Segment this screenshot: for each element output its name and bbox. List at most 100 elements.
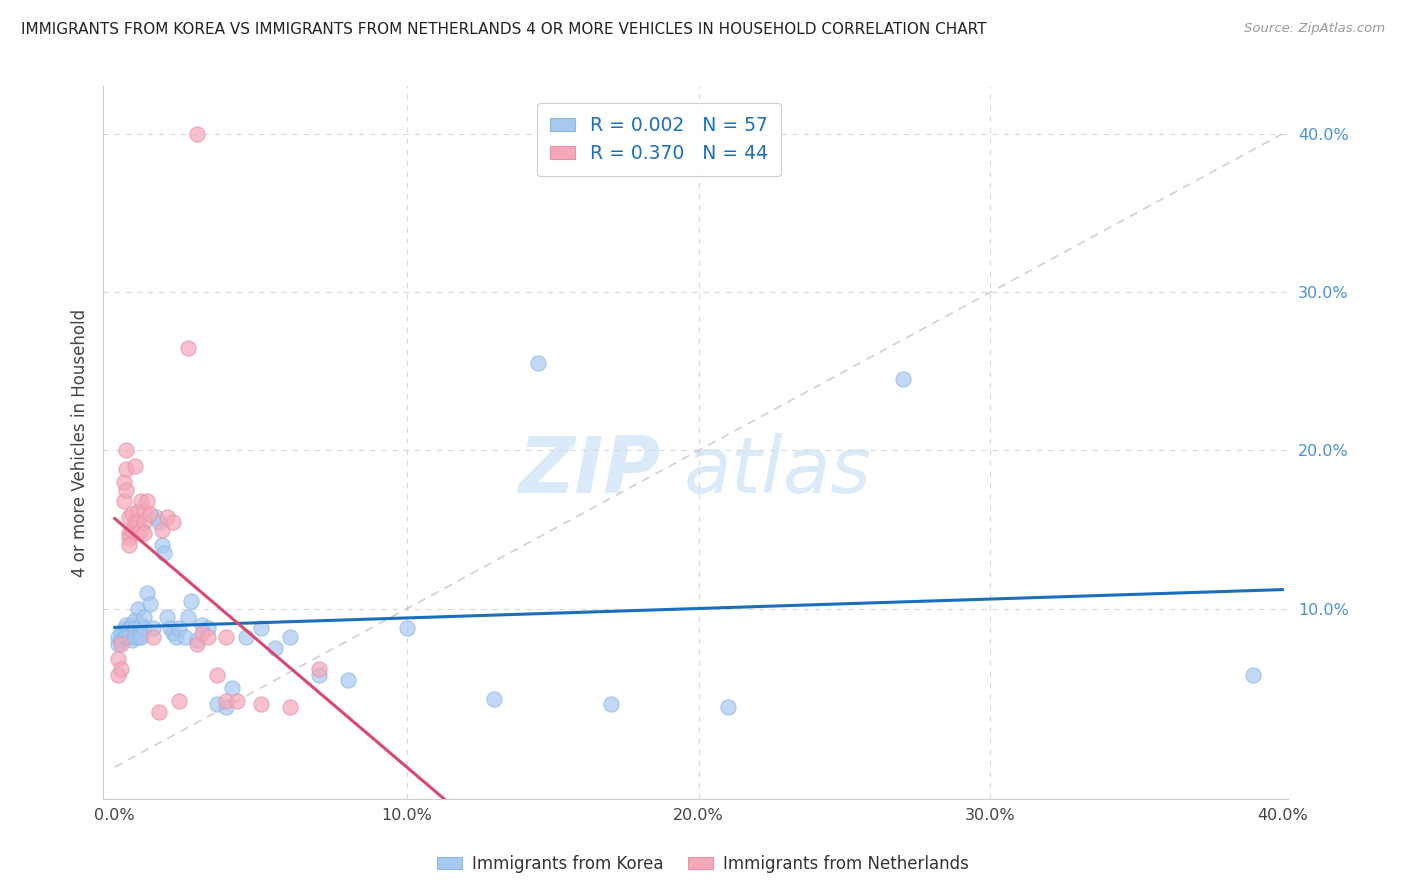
Point bbox=[110, 625, 132, 640]
Point bbox=[337, 673, 360, 687]
Point bbox=[156, 609, 179, 624]
Point bbox=[142, 630, 165, 644]
Point bbox=[112, 494, 135, 508]
Point bbox=[127, 515, 149, 529]
Point bbox=[124, 630, 146, 644]
Point bbox=[600, 697, 623, 711]
Point bbox=[121, 617, 143, 632]
Point bbox=[278, 630, 301, 644]
Point bbox=[135, 586, 157, 600]
Y-axis label: 4 or more Vehicles in Household: 4 or more Vehicles in Household bbox=[72, 309, 89, 576]
Text: Source: ZipAtlas.com: Source: ZipAtlas.com bbox=[1244, 22, 1385, 36]
Point bbox=[107, 630, 129, 644]
Point bbox=[129, 494, 152, 508]
Point bbox=[110, 637, 132, 651]
Point bbox=[191, 617, 214, 632]
Point bbox=[118, 525, 141, 540]
Point bbox=[142, 621, 165, 635]
Point bbox=[132, 621, 155, 635]
Point bbox=[118, 621, 141, 635]
Point bbox=[215, 693, 238, 707]
Point bbox=[150, 523, 173, 537]
Point bbox=[139, 507, 162, 521]
Point bbox=[278, 700, 301, 714]
Point bbox=[226, 693, 249, 707]
Point bbox=[118, 630, 141, 644]
Point bbox=[173, 630, 195, 644]
Point bbox=[167, 621, 190, 635]
Point bbox=[132, 525, 155, 540]
Point bbox=[118, 531, 141, 545]
Point bbox=[177, 341, 200, 355]
Text: ZIP: ZIP bbox=[517, 433, 661, 509]
Point bbox=[118, 629, 141, 643]
Point bbox=[527, 356, 550, 370]
Point bbox=[186, 127, 208, 141]
Point bbox=[132, 503, 155, 517]
Point bbox=[148, 705, 170, 719]
Point bbox=[395, 621, 418, 635]
Point bbox=[121, 523, 143, 537]
Point bbox=[118, 539, 141, 553]
Point bbox=[129, 617, 152, 632]
Point bbox=[124, 515, 146, 529]
Point bbox=[264, 641, 287, 656]
Point bbox=[124, 621, 146, 635]
Legend: R = 0.002   N = 57, R = 0.370   N = 44: R = 0.002 N = 57, R = 0.370 N = 44 bbox=[537, 103, 782, 177]
Point bbox=[115, 625, 138, 640]
Point bbox=[110, 662, 132, 676]
Point bbox=[107, 637, 129, 651]
Point bbox=[197, 630, 219, 644]
Point bbox=[121, 633, 143, 648]
Point bbox=[112, 623, 135, 637]
Point bbox=[205, 668, 228, 682]
Point bbox=[156, 510, 179, 524]
Point bbox=[153, 546, 176, 560]
Point bbox=[132, 515, 155, 529]
Point bbox=[127, 601, 149, 615]
Point bbox=[118, 510, 141, 524]
Point bbox=[191, 625, 214, 640]
Point bbox=[891, 372, 914, 386]
Point bbox=[115, 617, 138, 632]
Point bbox=[717, 700, 740, 714]
Point bbox=[127, 630, 149, 644]
Point bbox=[115, 630, 138, 644]
Point bbox=[127, 525, 149, 540]
Point bbox=[150, 539, 173, 553]
Point bbox=[127, 503, 149, 517]
Point bbox=[132, 609, 155, 624]
Point bbox=[167, 693, 190, 707]
Point bbox=[112, 630, 135, 644]
Point bbox=[121, 507, 143, 521]
Point bbox=[129, 523, 152, 537]
Point bbox=[186, 633, 208, 648]
Point bbox=[112, 475, 135, 490]
Point bbox=[1241, 668, 1264, 682]
Point bbox=[165, 630, 187, 644]
Point bbox=[249, 621, 271, 635]
Point bbox=[110, 633, 132, 648]
Point bbox=[162, 625, 184, 640]
Point bbox=[124, 613, 146, 627]
Point bbox=[139, 597, 162, 611]
Point bbox=[484, 692, 506, 706]
Point bbox=[162, 515, 184, 529]
Point bbox=[235, 630, 257, 644]
Point bbox=[129, 625, 152, 640]
Point bbox=[124, 459, 146, 474]
Point bbox=[249, 697, 271, 711]
Point bbox=[129, 630, 152, 644]
Point bbox=[308, 662, 330, 676]
Point bbox=[177, 609, 200, 624]
Point bbox=[115, 462, 138, 476]
Text: IMMIGRANTS FROM KOREA VS IMMIGRANTS FROM NETHERLANDS 4 OR MORE VEHICLES IN HOUSE: IMMIGRANTS FROM KOREA VS IMMIGRANTS FROM… bbox=[21, 22, 987, 37]
Point bbox=[115, 443, 138, 458]
Point bbox=[215, 700, 238, 714]
Point bbox=[148, 515, 170, 529]
Text: atlas: atlas bbox=[683, 433, 872, 509]
Point bbox=[115, 483, 138, 497]
Point bbox=[186, 637, 208, 651]
Point bbox=[107, 668, 129, 682]
Point bbox=[221, 681, 243, 695]
